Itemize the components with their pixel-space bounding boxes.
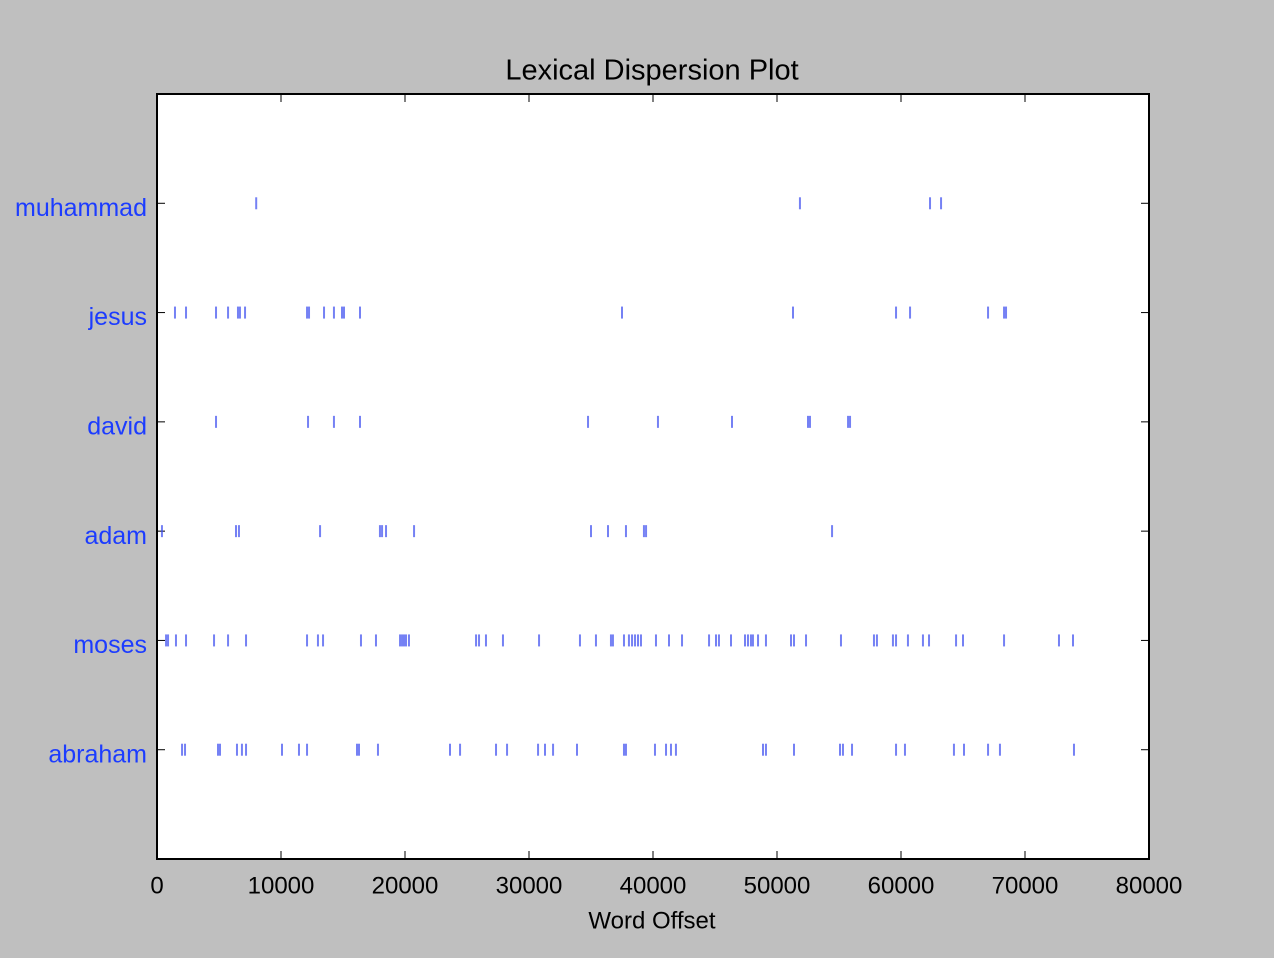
x-tick-label: 30000 — [496, 872, 563, 899]
y-tick-label: abraham — [48, 740, 147, 768]
chart-title: Lexical Dispersion Plot — [505, 55, 798, 87]
plot-area — [157, 94, 1149, 859]
plot-frame — [156, 93, 1150, 860]
y-tick-label: adam — [84, 522, 147, 550]
x-tick-label: 70000 — [992, 872, 1059, 899]
y-tick-label: david — [87, 412, 147, 440]
x-tick-label: 20000 — [372, 872, 439, 899]
y-tick-label: muhammad — [15, 194, 147, 222]
x-tick-label: 60000 — [868, 872, 935, 899]
x-tick-label: 80000 — [1116, 872, 1183, 899]
x-tick-label: 0 — [150, 872, 163, 899]
x-axis-label: Word Offset — [588, 907, 715, 934]
x-tick-label: 10000 — [248, 872, 315, 899]
y-tick-label: moses — [73, 631, 147, 659]
y-tick-label: jesus — [88, 303, 147, 331]
x-tick-label: 40000 — [620, 872, 687, 899]
x-tick-label: 50000 — [744, 872, 811, 899]
